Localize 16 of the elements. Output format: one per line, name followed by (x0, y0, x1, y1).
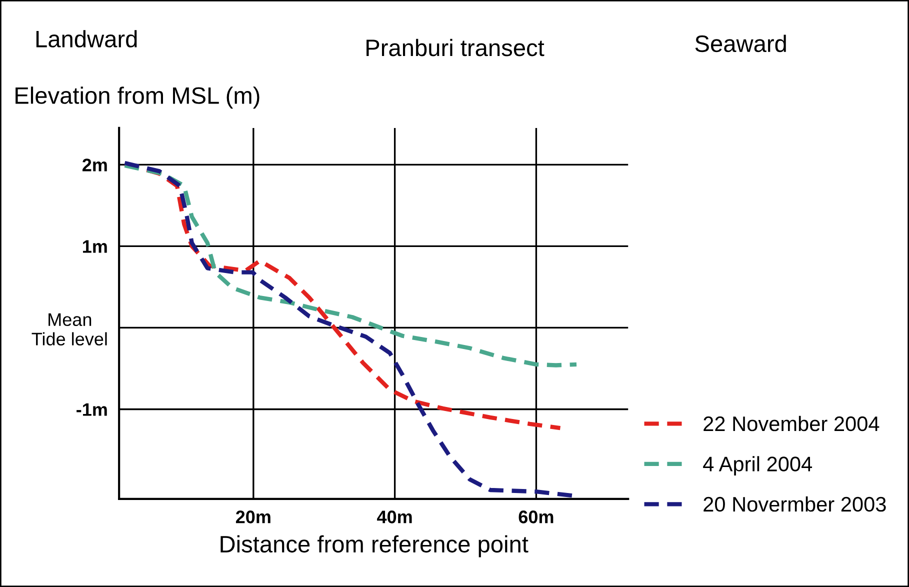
y-axis-title: Elevation from MSL (m) (16, 86, 260, 109)
text: Landward (36, 30, 137, 48)
y-tick-label: Mean Tide level (32, 313, 107, 346)
x-axis-title: Distance from reference point (220, 535, 528, 558)
y-tick-label: 1m (83, 240, 107, 253)
x-tick-label: 20m (236, 510, 270, 524)
legend-label: 4 April 2004 (703, 456, 812, 476)
x-tick-label: 40m (377, 510, 412, 524)
legend-label: 20 Novermber 2003 (704, 496, 886, 512)
y-tick-label: 2m (82, 158, 107, 172)
text: Seaward (695, 34, 786, 52)
chart-title: Pranburi transect (366, 38, 544, 56)
legend-label: 22 November 2004 (704, 416, 880, 432)
x-tick-label: 60m (518, 510, 554, 524)
line-series (122, 163, 579, 368)
y-tick-label: -1m (76, 403, 107, 416)
